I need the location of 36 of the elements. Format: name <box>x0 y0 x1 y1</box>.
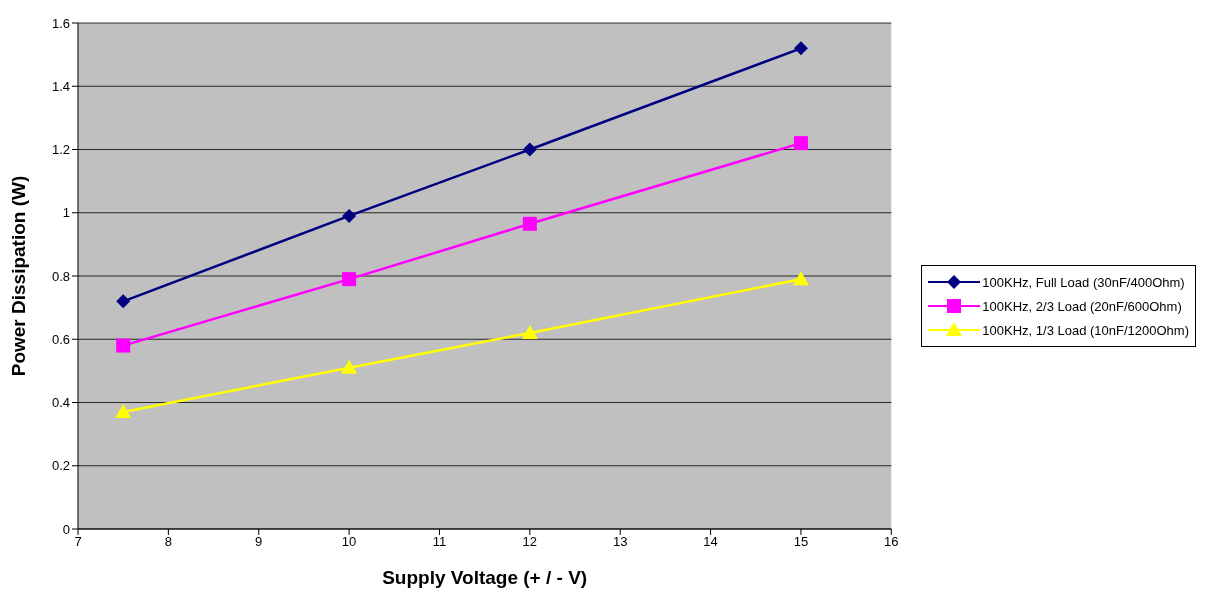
point <box>115 403 132 418</box>
point <box>793 136 808 151</box>
point <box>341 359 358 374</box>
point <box>522 142 537 157</box>
y-tick-label: 1.4 <box>51 78 70 94</box>
x-tick-label: 15 <box>793 534 809 550</box>
x-tick-label: 14 <box>703 534 718 550</box>
legend-label: 100KHz, 1/3 Load (10nF/1200Ohm) <box>982 322 1189 338</box>
x-axis-title: Supply Voltage (+ / - V) <box>382 567 588 588</box>
point <box>792 271 809 286</box>
legend-label: 100KHz, 2/3 Load (20nF/600Ohm) <box>982 298 1182 314</box>
y-tick-label: 0.4 <box>51 395 70 411</box>
y-tick-label: 0 <box>62 521 70 537</box>
y-tick-label: 1.6 <box>51 15 70 31</box>
y-tick-label: 1.2 <box>51 142 70 158</box>
y-tick-label: 0.8 <box>51 268 70 284</box>
point <box>522 216 537 231</box>
point <box>793 41 808 56</box>
point <box>116 338 131 353</box>
y-tick-label: 0.2 <box>51 458 70 474</box>
x-tick-label: 16 <box>884 534 899 550</box>
x-tick-label: 10 <box>341 534 357 550</box>
x-tick-label: 7 <box>74 534 82 550</box>
legend-label: 100KHz, Full Load (30nF/400Ohm) <box>982 274 1185 290</box>
point <box>342 208 357 223</box>
y-tick-label: 1 <box>62 205 70 221</box>
x-tick-label: 9 <box>255 534 263 550</box>
x-tick-label: 11 <box>432 534 447 550</box>
x-tick-label: 8 <box>164 534 172 550</box>
x-tick-label: 13 <box>612 534 628 550</box>
point <box>342 272 357 287</box>
y-axis-title: Power Dissipation (W) <box>7 175 29 377</box>
point <box>116 294 131 309</box>
y-tick-label: 0.6 <box>51 331 70 347</box>
point <box>521 324 538 339</box>
x-tick-label: 12 <box>522 534 538 550</box>
